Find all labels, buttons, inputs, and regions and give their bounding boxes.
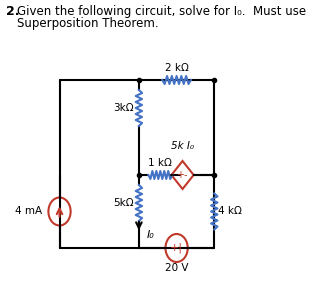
Text: 1 kΩ: 1 kΩ xyxy=(149,158,172,168)
Text: 5kΩ: 5kΩ xyxy=(113,198,133,208)
Text: 2.: 2. xyxy=(6,5,20,18)
Text: 20 V: 20 V xyxy=(165,263,188,273)
Text: 4 mA: 4 mA xyxy=(15,207,42,217)
Text: 2 kΩ: 2 kΩ xyxy=(165,63,188,73)
Text: +|: +| xyxy=(170,243,183,253)
Text: Given the following circuit, solve for I₀.  Must use: Given the following circuit, solve for I… xyxy=(17,5,307,18)
Text: Superposition Theorem.: Superposition Theorem. xyxy=(17,17,159,30)
Text: +-: +- xyxy=(176,170,188,180)
Text: I₀: I₀ xyxy=(147,230,154,240)
Text: 5k I₀: 5k I₀ xyxy=(171,141,194,151)
Text: 4 kΩ: 4 kΩ xyxy=(218,207,242,217)
Text: 3kΩ: 3kΩ xyxy=(113,103,133,113)
